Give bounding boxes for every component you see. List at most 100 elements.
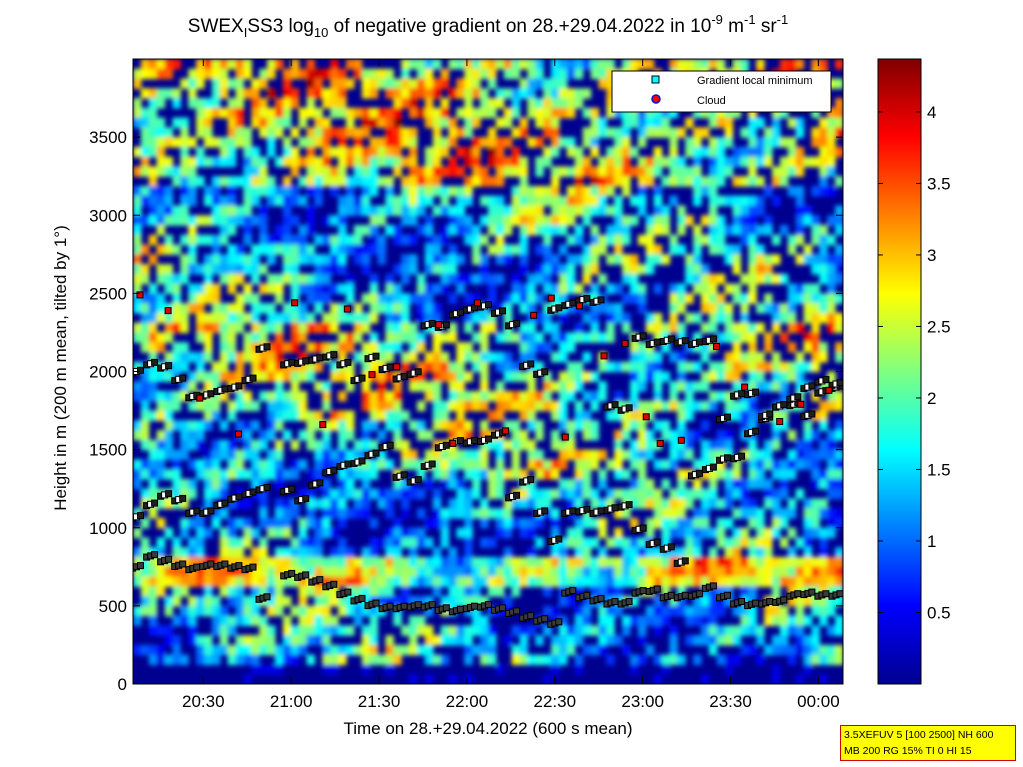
heatmap-cell	[353, 156, 363, 168]
heatmap-cell	[393, 264, 402, 275]
heatmap-cell	[361, 566, 371, 578]
gradient-minimum-marker	[597, 507, 605, 515]
heatmap-cell	[559, 59, 568, 70]
heatmap-cell	[756, 254, 765, 265]
heatmap-cell	[188, 635, 197, 646]
heatmap-cell	[606, 166, 615, 177]
heatmap-cell	[275, 273, 284, 285]
heatmap-cell	[227, 254, 237, 265]
heatmap-cell	[551, 488, 560, 500]
heatmap-cell	[440, 107, 450, 119]
heatmap-cell	[685, 264, 694, 275]
heatmap-cell	[835, 312, 843, 324]
gradient-minimum-marker	[235, 562, 243, 570]
heatmap-cell	[464, 488, 473, 500]
heatmap-cell	[701, 488, 710, 500]
gradient-minimum-marker	[667, 335, 675, 343]
heatmap-cell	[614, 605, 623, 617]
heatmap-cell	[835, 449, 843, 460]
colorbar-tick-label: 3	[927, 246, 936, 265]
heatmap-cell	[338, 205, 347, 216]
heatmap-cell	[503, 225, 513, 236]
heatmap-cell	[803, 615, 813, 626]
heatmap-cell	[393, 156, 402, 168]
heatmap-cell	[140, 430, 150, 441]
heatmap-cell	[488, 654, 497, 666]
heatmap-cell	[543, 156, 552, 168]
heatmap-cell	[338, 254, 347, 265]
heatmap-cell	[748, 137, 757, 148]
heatmap-cell	[235, 264, 245, 275]
cloud-marker	[825, 386, 833, 394]
heatmap-cell	[275, 381, 284, 392]
heatmap-cell	[298, 410, 308, 421]
heatmap-cell	[677, 244, 686, 255]
heatmap-cell	[535, 430, 544, 441]
heatmap-cell	[708, 293, 718, 304]
heatmap-cell	[377, 566, 387, 578]
heatmap-cell	[259, 127, 268, 138]
heatmap-cell	[630, 488, 639, 500]
heatmap-cell	[251, 264, 260, 275]
heatmap-cell	[424, 244, 434, 255]
heatmap-cell	[227, 410, 237, 421]
heatmap-cell	[401, 576, 410, 587]
heatmap-cell	[559, 371, 568, 382]
heatmap-cell	[188, 293, 197, 304]
heatmap-cell	[622, 264, 631, 275]
heatmap-cell	[708, 557, 718, 568]
heatmap-cell	[685, 449, 694, 460]
heatmap-cell	[527, 78, 536, 89]
heatmap-cell	[330, 234, 339, 246]
heatmap-cell	[211, 478, 221, 490]
heatmap-cell	[314, 88, 323, 99]
heatmap-cell	[330, 146, 339, 158]
heatmap-cell	[196, 107, 205, 119]
heatmap-cell	[267, 605, 276, 617]
heatmap-cell	[795, 381, 805, 392]
heatmap-cell	[188, 176, 197, 187]
heatmap-cell	[456, 186, 465, 197]
x-tick-label: 21:00	[270, 692, 313, 711]
heatmap-cell	[701, 420, 710, 431]
heatmap-cell	[424, 107, 434, 119]
heatmap-cell	[503, 527, 513, 539]
heatmap-cell	[346, 244, 355, 255]
heatmap-cell	[448, 586, 458, 597]
heatmap-cell	[582, 615, 592, 626]
heatmap-cell	[606, 78, 615, 89]
heatmap-cell	[574, 146, 584, 158]
heatmap-cell	[527, 107, 536, 119]
heatmap-cell	[661, 459, 671, 470]
heatmap-cell	[535, 293, 544, 304]
heatmap-cell	[740, 176, 749, 187]
heatmap-cell	[677, 59, 686, 70]
heatmap-cell	[819, 293, 828, 304]
heatmap-cell	[235, 449, 245, 460]
heatmap-cell	[772, 137, 781, 148]
heatmap-cell	[204, 283, 213, 294]
heatmap-cell	[133, 254, 142, 265]
heatmap-cell	[140, 400, 150, 412]
heatmap-cell	[708, 234, 718, 246]
gradient-minimum-marker	[344, 588, 352, 596]
heatmap-cell	[511, 98, 521, 109]
heatmap-cell	[290, 186, 300, 197]
heatmap-cell	[204, 459, 213, 470]
heatmap-cell	[653, 127, 663, 138]
heatmap-cell	[582, 430, 592, 441]
heatmap-cell	[275, 410, 284, 421]
heatmap-cell	[598, 205, 607, 216]
heatmap-cell	[259, 498, 268, 509]
gradient-minimum-marker	[207, 390, 215, 398]
heatmap-cell	[708, 371, 718, 382]
heatmap-cell	[803, 537, 813, 548]
heatmap-cell	[275, 557, 284, 568]
heatmap-cell	[448, 459, 458, 470]
heatmap-cell	[622, 176, 631, 187]
heatmap-cell	[827, 605, 836, 617]
heatmap-cell	[267, 469, 276, 480]
heatmap-cell	[527, 518, 536, 529]
x-tick-label: 21:30	[358, 692, 401, 711]
heatmap-cell	[811, 410, 820, 421]
